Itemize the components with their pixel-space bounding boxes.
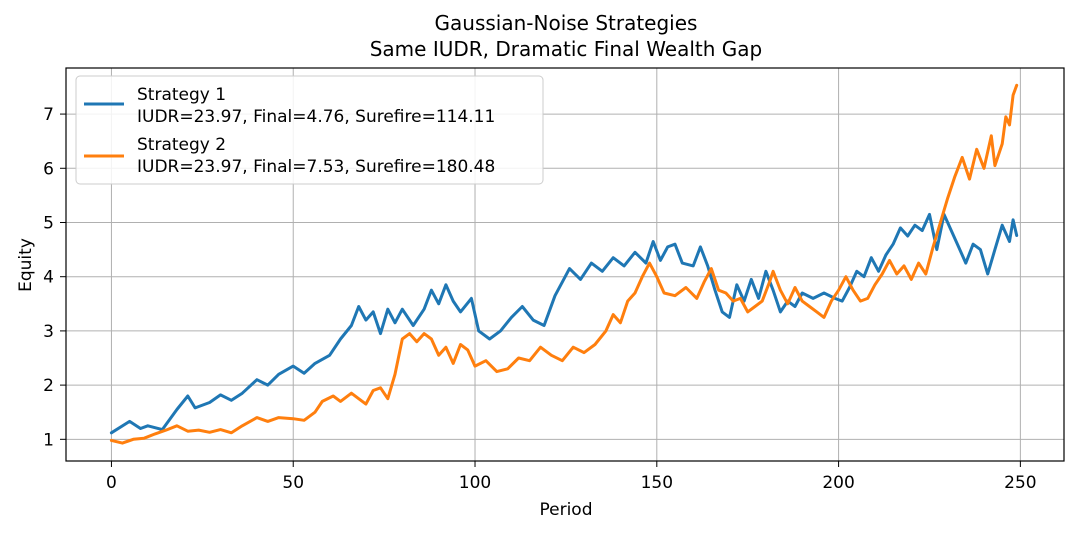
- series-line-strategy-2: [109, 83, 1019, 445]
- legend-box: [75, 75, 544, 185]
- x-tick-label: 200: [822, 473, 854, 493]
- x-tick-label: 50: [282, 473, 304, 493]
- chart-subtitle: Same IUDR, Dramatic Final Wealth Gap: [370, 37, 763, 61]
- x-tick-label: 250: [1004, 473, 1036, 493]
- y-tick-label: 6: [43, 159, 54, 179]
- x-axis-label: Period: [539, 500, 592, 520]
- x-tick-label: 150: [641, 473, 673, 493]
- y-tick-label: 4: [43, 268, 54, 288]
- y-tick-label: 1: [43, 430, 54, 450]
- x-tick-label: 0: [106, 473, 117, 493]
- axis-ticks: 0 50 100 150 200 250 1 2 3 4 5 6 7: [43, 105, 1036, 493]
- plot-frame: [65, 67, 1065, 462]
- legend-detail-strategy-1: IUDR=23.97, Final=4.76, Surefire=114.11: [137, 107, 495, 127]
- x-tick-label: 100: [459, 473, 491, 493]
- y-tick-label: 3: [43, 322, 54, 342]
- y-tick-label: 2: [43, 376, 54, 396]
- series-line-strategy-1: [109, 212, 1019, 435]
- chart-title: Gaussian-Noise Strategies: [435, 11, 698, 35]
- y-axis-label: Equity: [16, 238, 36, 292]
- legend-detail-strategy-2: IUDR=23.97, Final=7.53, Surefire=180.48: [137, 157, 495, 177]
- legend-name-strategy-2: Strategy 2: [137, 135, 226, 155]
- legend-name-strategy-1: Strategy 1: [137, 85, 226, 105]
- y-tick-label: 5: [43, 213, 54, 233]
- y-tick-label: 7: [43, 105, 54, 125]
- legend: Strategy 1 IUDR=23.97, Final=4.76, Suref…: [75, 75, 544, 185]
- series-layer: [109, 83, 1019, 445]
